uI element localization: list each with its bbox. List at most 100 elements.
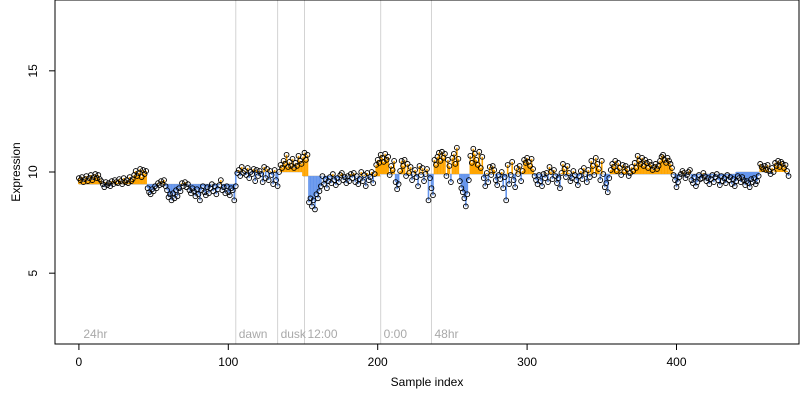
data-point — [597, 177, 604, 183]
data-point — [578, 168, 584, 174]
data-point — [170, 190, 176, 197]
data-point — [428, 185, 435, 192]
data-point — [258, 171, 265, 177]
data-point — [625, 173, 632, 179]
data-point — [581, 165, 587, 171]
data-point — [304, 151, 311, 158]
data-point — [141, 171, 148, 177]
y-tick-label: 5 — [26, 270, 40, 277]
data-point — [383, 157, 390, 163]
data-point — [713, 171, 720, 177]
data-point — [619, 162, 626, 168]
data-point — [183, 184, 190, 191]
data-point — [643, 160, 650, 166]
data-point — [270, 181, 276, 187]
data-point — [757, 161, 764, 167]
data-point — [336, 179, 342, 185]
data-point — [235, 167, 242, 173]
data-point — [223, 183, 230, 190]
data-point — [673, 184, 680, 191]
data-point — [297, 158, 303, 164]
data-point — [752, 181, 759, 187]
data-point — [158, 178, 164, 184]
data-point — [424, 166, 430, 172]
data-point — [279, 165, 285, 171]
data-point — [467, 152, 474, 159]
data-point — [219, 187, 226, 194]
data-point — [319, 173, 326, 179]
data-point — [751, 175, 758, 181]
x-tick-label: 300 — [517, 355, 537, 369]
data-point — [303, 157, 309, 163]
data-point — [461, 195, 468, 202]
data-point — [470, 145, 477, 152]
data-point — [482, 183, 489, 190]
data-point — [442, 150, 448, 157]
data-point — [165, 194, 172, 201]
data-point — [401, 157, 408, 163]
data-point — [226, 192, 233, 199]
data-point — [542, 175, 548, 181]
data-point — [595, 166, 602, 172]
data-point — [252, 178, 259, 184]
data-point — [579, 176, 586, 182]
data-point — [455, 155, 462, 162]
data-point — [316, 188, 323, 195]
data-point — [89, 177, 96, 183]
data-point — [386, 172, 393, 178]
data-point — [143, 168, 149, 174]
data-point — [503, 197, 510, 204]
annotation-label: 48hr — [434, 327, 458, 341]
data-point — [358, 169, 365, 175]
data-point — [465, 177, 472, 183]
data-point — [90, 174, 97, 180]
data-point — [722, 180, 729, 186]
data-point — [185, 181, 191, 187]
data-point — [164, 187, 170, 194]
data-point — [746, 184, 753, 191]
deviation-stems — [78, 147, 790, 210]
data-point — [265, 177, 272, 183]
data-point — [150, 188, 157, 195]
data-point — [561, 166, 568, 172]
data-point — [636, 158, 642, 164]
data-point — [546, 164, 553, 170]
data-point — [174, 193, 181, 200]
data-point — [280, 158, 287, 164]
data-point — [630, 168, 637, 174]
data-point — [773, 163, 780, 169]
data-point — [394, 186, 400, 193]
data-point — [232, 183, 239, 190]
data-point — [731, 183, 738, 190]
data-point — [161, 177, 167, 183]
x-tick-label: 200 — [368, 355, 388, 369]
data-point — [213, 191, 220, 198]
data-point — [721, 175, 728, 181]
data-point — [666, 158, 672, 164]
data-point — [640, 163, 647, 169]
data-point — [268, 172, 275, 178]
x-tick-label: 100 — [218, 355, 238, 369]
data-point — [594, 161, 601, 167]
data-point — [231, 197, 238, 204]
data-point — [217, 177, 224, 183]
data-point — [691, 174, 698, 180]
data-point — [528, 155, 535, 162]
data-point — [471, 150, 478, 157]
data-point — [703, 178, 710, 184]
data-point — [748, 176, 755, 182]
data-point — [349, 175, 356, 181]
annotation-label: 24hr — [83, 327, 107, 341]
data-point — [321, 181, 327, 187]
data-point — [485, 179, 492, 185]
data-point — [102, 179, 109, 185]
data-point — [289, 155, 296, 162]
data-point — [341, 174, 348, 180]
data-point — [589, 163, 596, 169]
data-point — [462, 203, 469, 210]
data-point — [355, 181, 362, 187]
data-point — [216, 182, 223, 189]
data-point — [285, 164, 291, 170]
data-point — [413, 174, 420, 180]
data-point — [646, 159, 653, 165]
